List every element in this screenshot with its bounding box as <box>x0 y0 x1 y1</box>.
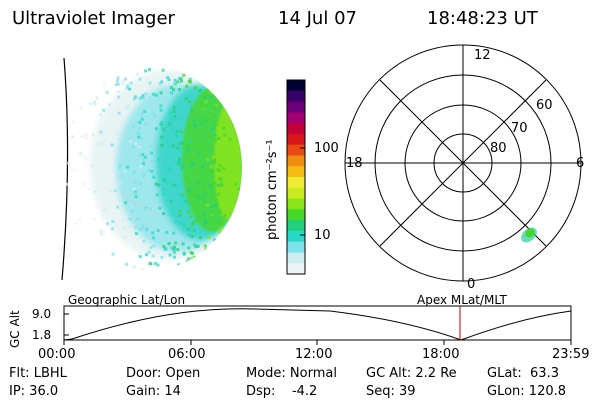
status-glon: GLon: 120.8 <box>487 384 567 399</box>
status-gc-alt: GC Alt: 2.2 Re <box>366 366 457 381</box>
timeline-xtick-2359: 23:59 <box>552 347 590 362</box>
colorbar-segment <box>287 166 305 178</box>
polar-plot <box>344 44 582 282</box>
colorbar-unit-label: photon cm⁻²s⁻¹ <box>265 139 280 240</box>
colorbar-tick-10: 10 <box>314 228 331 243</box>
colorbar-segment <box>287 133 305 146</box>
colorbar-segment <box>287 198 305 210</box>
colorbar-tick-100: 100 <box>314 141 339 156</box>
polar-lat-60: 60 <box>536 98 553 113</box>
colorbar-segment <box>287 209 305 221</box>
status-glat: GLat: 63.3 <box>487 366 559 381</box>
timeline-ylabel: GC Alt <box>8 310 22 348</box>
timeline-ytick-9: 9.0 <box>32 307 52 321</box>
timeline-left-label: Geographic Lat/Lon <box>68 293 186 307</box>
timeline-xtick-0000: 00:00 <box>38 347 76 362</box>
colorbar-segment <box>287 187 305 200</box>
colorbar-segment <box>287 90 305 103</box>
status-mode: Mode: Normal <box>246 366 337 381</box>
polar-mlt-12: 12 <box>474 48 491 63</box>
colorbar-segment <box>287 263 305 275</box>
polar-lat-70: 70 <box>511 121 528 136</box>
colorbar-segment <box>287 144 305 157</box>
status-ip: IP: 36.0 <box>9 384 59 399</box>
timeline-xtick-1800: 18:00 <box>422 347 460 362</box>
colorbar-segment <box>287 123 305 135</box>
app-title: Ultraviolet Imager <box>12 8 175 29</box>
polar-mlt-6: 6 <box>576 156 585 171</box>
colorbar-segment <box>287 252 305 264</box>
colorbar-segment <box>287 177 305 189</box>
colorbar-segment <box>287 101 305 113</box>
status-flt: Flt: LBHL <box>9 366 67 381</box>
colorbar-segment <box>287 80 305 92</box>
colorbar-segment <box>287 241 305 254</box>
timeline-xtick-0600: 06:00 <box>168 347 206 362</box>
polar-aurora-spot <box>521 227 537 243</box>
earth-limb-arc <box>61 57 69 281</box>
polar-mlt-18: 18 <box>346 156 363 171</box>
status-gain: Gain: 14 <box>126 384 181 399</box>
colorbar-segment <box>287 230 305 243</box>
timeline-ytick-1-8: 1.8 <box>32 328 52 342</box>
timeline-right-label: Apex MLat/MLT <box>417 293 507 307</box>
date-label: 14 Jul 07 <box>278 8 357 29</box>
time-label: 18:48:23 UT <box>427 8 538 29</box>
status-door: Door: Open <box>126 366 201 381</box>
status-seq: Seq: 39 <box>366 384 416 399</box>
colorbar-frame <box>286 79 306 275</box>
colorbar-segment <box>287 112 305 124</box>
colorbar <box>287 80 305 275</box>
colorbar-segment <box>287 155 305 167</box>
aurora-image <box>66 68 242 270</box>
timeline-xtick-1200: 12:00 <box>295 347 333 362</box>
colorbar-segment <box>287 220 305 232</box>
altitude-curve <box>63 308 572 341</box>
polar-lat-80: 80 <box>490 141 507 156</box>
polar-mlt-0: 0 <box>467 277 476 292</box>
streak-artifact <box>121 195 161 217</box>
status-dsp: Dsp: -4.2 <box>246 384 318 399</box>
